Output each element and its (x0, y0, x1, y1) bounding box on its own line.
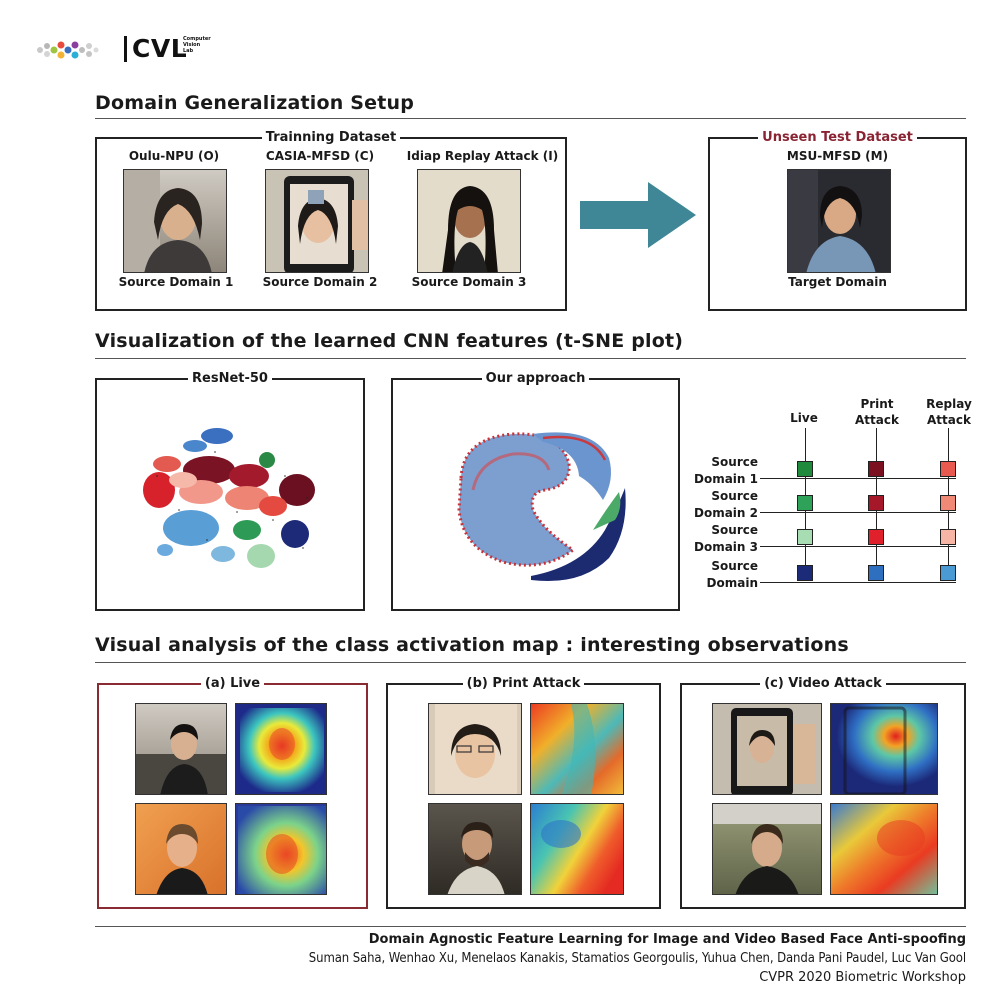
face-photo-live (135, 803, 227, 895)
face-photo-msu (787, 169, 891, 273)
legend-column-label: Live (790, 411, 818, 425)
dataset-name: MSU-MFSD (M) (786, 149, 889, 163)
paper-title: Domain Agnostic Feature Learning for Ima… (368, 932, 966, 947)
logo-subtitle-line: Lab (183, 48, 194, 54)
training-title-text: Trainning Dataset (261, 130, 401, 145)
legend-row-label: Source Domain 1 (694, 455, 758, 486)
right-arrow-icon (580, 182, 696, 248)
dataset-name: CASIA-MFSD (C) (265, 149, 375, 163)
paper-venue: CVPR 2020 Biometric Workshop (759, 970, 966, 985)
legend-swatch (868, 565, 884, 581)
tsne-plot-resnet: ResNet-50 (95, 371, 365, 611)
legend-swatch (940, 495, 956, 511)
video-box-title: (c) Video Attack (682, 675, 964, 693)
section-title-tsne: Visualization of the learned CNN feature… (95, 330, 684, 352)
test-box-title: Unseen Test Dataset (710, 129, 965, 147)
legend-grid-line (760, 512, 956, 513)
ours-box-title: Our approach (393, 370, 678, 388)
test-dataset-box: Unseen Test Dataset MSU-MFSD (M) Target … (708, 130, 967, 311)
legend-column-label: Replay Attack (926, 397, 972, 427)
heatmap-video (830, 803, 938, 895)
legend-swatch (797, 461, 813, 477)
cvl-logo: CVL Computer Vision Lab (32, 34, 211, 64)
legend-swatch (868, 529, 884, 545)
resnet-title-text: ResNet-50 (188, 371, 272, 386)
source-domain-label: Source Domain 1 (118, 275, 234, 289)
tsne-legend: Live Print Attack Replay Attack Source D… (690, 392, 980, 602)
legend-swatch (940, 529, 956, 545)
heatmap-live (235, 703, 327, 795)
tsne-scatter-resnet (143, 428, 315, 568)
section-divider (95, 662, 966, 663)
face-photo-oulu (123, 169, 227, 273)
heatmap-video (830, 703, 938, 795)
training-dataset-box: Trainning Dataset Oulu-NPU (O) CASIA-MFS… (95, 130, 567, 311)
logo-subtitle-line: Vision (183, 42, 201, 48)
face-photo-print (428, 803, 522, 895)
resnet-box-title: ResNet-50 (97, 370, 363, 388)
section-title-cam: Visual analysis of the class activation … (95, 634, 849, 656)
legend-column-label: Print Attack (855, 397, 899, 427)
heatmap-print (530, 803, 624, 895)
live-box-title: (a) Live (99, 675, 366, 693)
logo-subtitle-line: Computer (183, 36, 211, 42)
legend-swatch (797, 495, 813, 511)
legend-swatch (940, 461, 956, 477)
print-box-title: (b) Print Attack (388, 675, 659, 693)
logo-hexagon-icon (37, 41, 99, 59)
face-photo-casia (265, 169, 369, 273)
cam-box-live: (a) Live (97, 676, 368, 909)
legend-grid-line (760, 546, 956, 547)
face-photo-live (135, 703, 227, 795)
heatmap-live (235, 803, 327, 895)
section-title-setup: Domain Generalization Setup (95, 92, 415, 114)
dataset-name: Oulu-NPU (O) (128, 149, 220, 163)
training-box-title: Trainning Dataset (97, 129, 565, 147)
legend-swatch (868, 495, 884, 511)
test-title-text: Unseen Test Dataset (758, 130, 917, 145)
legend-row-label: Source Domain (706, 559, 758, 590)
source-domain-label: Source Domain 3 (411, 275, 527, 289)
target-domain-label: Target Domain (788, 275, 887, 289)
face-photo-idiap (417, 169, 521, 273)
footer-divider (95, 926, 966, 927)
cam-box-print: (b) Print Attack (386, 676, 661, 909)
paper-authors: Suman Saha, Wenhao Xu, Menelaos Kanakis,… (308, 951, 966, 966)
logo-divider (124, 36, 127, 62)
legend-row-label: Source Domain 2 (694, 489, 758, 520)
legend-grid-line (760, 478, 956, 479)
section-divider (95, 118, 966, 119)
logo-subtitle: Computer Vision Lab (183, 36, 211, 54)
source-domain-label: Source Domain 2 (262, 275, 378, 289)
dataset-name: Idiap Replay Attack (I) (406, 149, 559, 163)
face-photo-print (428, 703, 522, 795)
video-title-text: (c) Video Attack (760, 676, 886, 691)
legend-swatch (797, 529, 813, 545)
section-divider (95, 358, 966, 359)
legend-swatch (868, 461, 884, 477)
logo-text: CVL (132, 34, 188, 63)
tsne-scatter-ours (457, 432, 626, 582)
face-photo-video (712, 803, 822, 895)
tsne-plot-ours: Our approach (391, 371, 680, 611)
heatmap-print (530, 703, 624, 795)
legend-grid-line (760, 582, 956, 583)
legend-swatch (797, 565, 813, 581)
face-photo-video (712, 703, 822, 795)
ours-title-text: Our approach (481, 371, 590, 386)
legend-row-label: Source Domain 3 (694, 523, 758, 554)
legend-swatch (940, 565, 956, 581)
print-title-text: (b) Print Attack (462, 676, 585, 691)
cam-box-video: (c) Video Attack (680, 676, 966, 909)
live-title-text: (a) Live (200, 676, 265, 691)
